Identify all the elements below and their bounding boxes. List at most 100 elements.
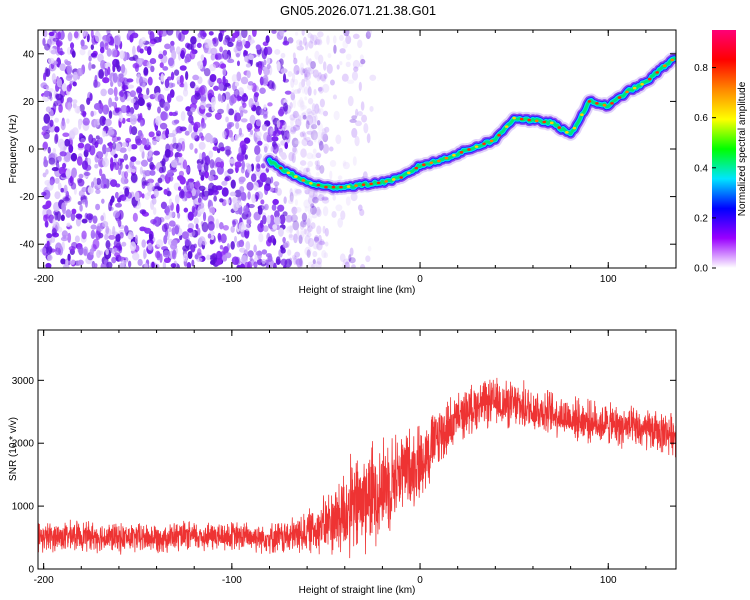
- noise-speckle: [337, 217, 344, 228]
- noise-speckle: [189, 50, 196, 60]
- noise-speckle: [151, 261, 155, 268]
- noise-speckle: [315, 164, 321, 171]
- noise-speckle: [323, 73, 328, 80]
- noise-speckle: [147, 76, 153, 86]
- noise-speckle: [88, 55, 92, 62]
- noise-speckle: [141, 94, 150, 100]
- noise-speckle: [352, 156, 357, 166]
- noise-speckle: [307, 67, 315, 75]
- noise-speckle: [208, 31, 214, 36]
- trace-peak: [527, 118, 532, 122]
- noise-speckle: [114, 252, 121, 258]
- noise-speckle: [247, 191, 251, 200]
- noise-speckle: [45, 245, 53, 255]
- noise-speckle: [96, 177, 102, 185]
- noise-speckle: [123, 153, 129, 161]
- noise-speckle: [304, 67, 312, 73]
- noise-speckle: [299, 96, 304, 106]
- noise-speckle: [301, 30, 305, 36]
- noise-speckle: [52, 37, 59, 42]
- noise-speckle: [121, 241, 127, 247]
- noise-speckle: [198, 202, 205, 209]
- noise-speckle: [112, 72, 118, 83]
- noise-speckle: [367, 30, 372, 37]
- noise-speckle: [301, 138, 309, 147]
- noise-speckle: [105, 248, 109, 256]
- noise-speckle: [335, 134, 342, 145]
- noise-speckle: [266, 63, 271, 70]
- noise-speckle: [294, 188, 302, 194]
- noise-speckle: [221, 187, 229, 197]
- colorbar-tick-label: 0.6: [694, 113, 708, 124]
- noise-speckle: [190, 107, 196, 113]
- noise-speckle: [164, 78, 170, 89]
- noise-speckle: [321, 75, 327, 83]
- noise-speckle: [200, 54, 205, 61]
- noise-speckle: [179, 126, 187, 132]
- noise-speckle: [90, 52, 97, 58]
- trace-peak: [376, 181, 381, 185]
- noise-speckle: [277, 227, 284, 237]
- noise-speckle: [288, 233, 293, 238]
- noise-speckle: [229, 191, 237, 197]
- noise-speckle: [114, 35, 121, 46]
- noise-speckle: [342, 161, 350, 170]
- noise-speckle: [275, 256, 281, 266]
- noise-speckle: [51, 166, 59, 172]
- noise-speckle: [43, 72, 47, 81]
- noise-speckle: [367, 245, 372, 252]
- noise-speckle: [137, 258, 143, 267]
- noise-speckle: [266, 136, 274, 143]
- noise-speckle: [94, 163, 99, 169]
- noise-speckle: [212, 146, 219, 151]
- noise-speckle: [90, 224, 97, 230]
- noise-speckle: [57, 31, 62, 40]
- noise-speckle: [178, 186, 182, 191]
- noise-speckle: [49, 95, 53, 101]
- trace-peak: [399, 176, 404, 179]
- noise-speckle: [80, 137, 86, 143]
- noise-speckle: [69, 259, 76, 266]
- noise-speckle: [280, 247, 286, 254]
- noise-speckle: [168, 211, 175, 218]
- noise-speckle: [267, 236, 273, 243]
- trace-peak: [301, 179, 306, 182]
- noise-speckle: [333, 110, 340, 121]
- noise-speckle: [311, 103, 316, 112]
- noise-speckle: [306, 215, 313, 223]
- noise-speckle: [305, 120, 310, 130]
- noise-speckle: [118, 255, 124, 262]
- noise-speckle: [121, 142, 129, 147]
- noise-speckle: [345, 61, 351, 68]
- noise-speckle: [76, 156, 83, 166]
- noise-speckle: [111, 231, 119, 236]
- noise-speckle: [184, 236, 191, 247]
- noise-speckle: [306, 140, 314, 147]
- noise-speckle: [314, 74, 319, 80]
- noise-speckle: [89, 248, 94, 256]
- noise-speckle: [343, 258, 351, 265]
- noise-speckle: [43, 156, 47, 164]
- noise-speckle: [196, 227, 201, 236]
- noise-speckle: [199, 100, 207, 110]
- trace-peak: [519, 117, 524, 121]
- noise-speckle: [281, 153, 287, 160]
- noise-speckle: [307, 237, 315, 248]
- noise-speckle: [302, 36, 307, 46]
- noise-speckle: [266, 214, 271, 225]
- snr-xtick-label: 100: [600, 575, 617, 586]
- noise-speckle: [317, 108, 321, 115]
- noise-speckle: [227, 108, 235, 116]
- spectrogram-noise: [40, 30, 377, 268]
- noise-speckle: [219, 222, 224, 230]
- noise-speckle: [254, 92, 260, 98]
- noise-speckle: [293, 256, 298, 266]
- noise-speckle: [186, 261, 192, 268]
- noise-speckle: [93, 118, 100, 128]
- noise-speckle: [71, 208, 77, 215]
- noise-speckle: [259, 108, 265, 116]
- noise-speckle: [129, 90, 137, 98]
- colorbar-tick-label: 0.2: [694, 213, 708, 224]
- noise-speckle: [221, 180, 228, 186]
- noise-speckle: [149, 233, 153, 241]
